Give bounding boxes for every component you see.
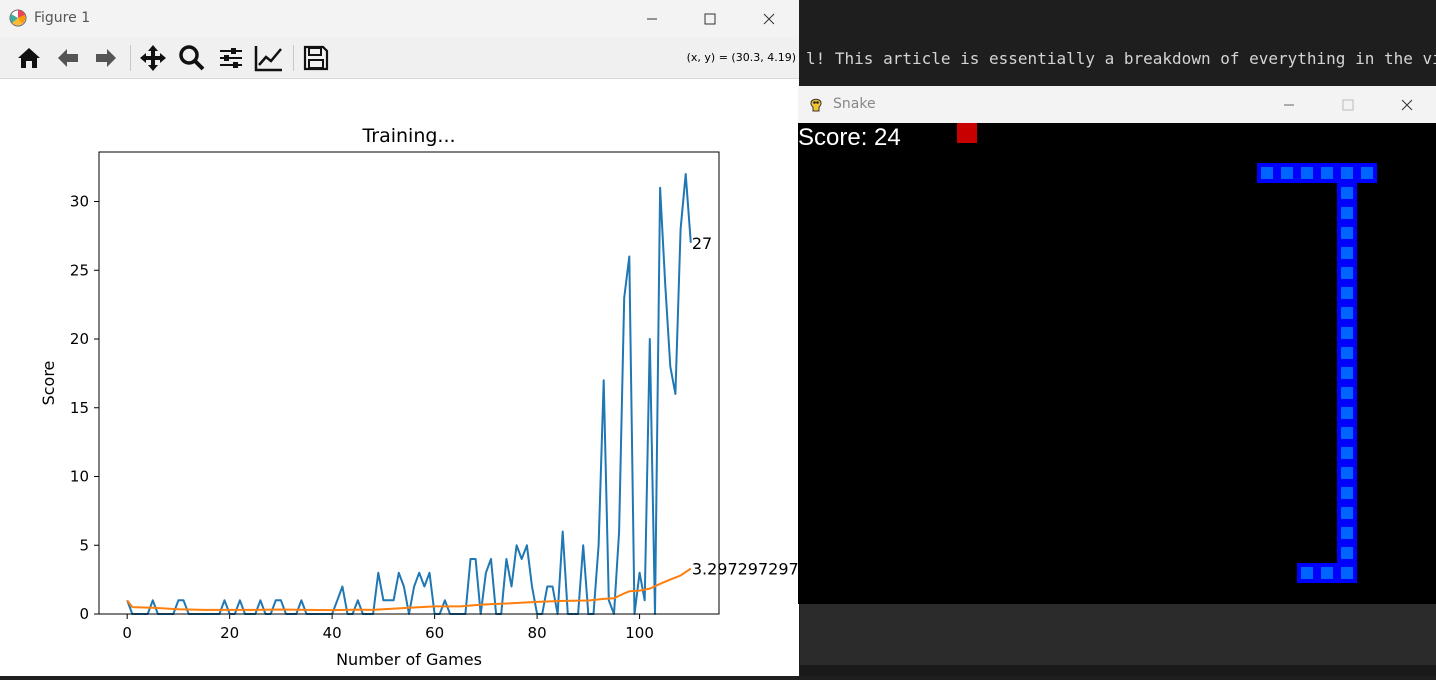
- back-arrow-icon: [58, 49, 78, 67]
- food-block: [957, 123, 977, 143]
- pan-icon: [140, 45, 166, 71]
- snake-close-button[interactable]: [1378, 86, 1436, 123]
- figure-titlebar[interactable]: Figure 1: [0, 0, 799, 37]
- edit-axis-button[interactable]: [254, 43, 284, 73]
- snake-segment: [1337, 343, 1357, 363]
- snake-segment: [1337, 243, 1357, 263]
- snake-segment: [1337, 423, 1357, 443]
- x-tick-label: 80: [528, 624, 547, 642]
- snake-segment: [1317, 563, 1337, 583]
- y-tick-label: 20: [70, 330, 89, 348]
- snake-segment: [1337, 503, 1357, 523]
- snake-segment: [1277, 163, 1297, 183]
- close-icon: [1401, 99, 1413, 110]
- snake-segment: [1337, 283, 1357, 303]
- pan-button[interactable]: [138, 43, 168, 73]
- save-icon: [303, 45, 329, 71]
- snake-segment: [1317, 163, 1337, 183]
- coordinate-readout: (x, y) = (30.3, 4.19): [686, 51, 796, 64]
- x-tick-label: 0: [122, 624, 132, 642]
- data-label: 27: [692, 234, 712, 253]
- snake-segment: [1337, 263, 1357, 283]
- back-button[interactable]: [53, 43, 83, 73]
- x-tick-label: 100: [625, 624, 654, 642]
- snake-segment: [1337, 183, 1357, 203]
- forward-arrow-icon: [96, 49, 116, 67]
- snake-segment: [1337, 463, 1357, 483]
- snake-window-title: Snake: [833, 96, 876, 112]
- snake-segment: [1337, 403, 1357, 423]
- x-tick-label: 40: [323, 624, 342, 642]
- close-button[interactable]: [740, 0, 798, 37]
- home-icon: [18, 48, 40, 68]
- snake-segment: [1297, 163, 1317, 183]
- figure-window: Figure 1: [0, 0, 799, 676]
- score-label: Score: 24: [798, 124, 901, 151]
- maximize-icon: [1342, 99, 1354, 110]
- configure-subplots-icon: [220, 48, 242, 68]
- minimize-icon: [647, 18, 657, 19]
- toolbar-separator: [293, 45, 294, 71]
- snake-segment: [1337, 543, 1357, 563]
- y-tick-label: 10: [70, 468, 89, 486]
- snake-segment: [1337, 163, 1357, 183]
- toolbar-separator: [130, 45, 131, 71]
- y-tick-label: 0: [79, 605, 89, 623]
- snake-segment: [1297, 563, 1317, 583]
- close-icon: [763, 13, 775, 24]
- minimize-icon: [1284, 104, 1294, 105]
- pygame-icon: [810, 98, 822, 112]
- matplotlib-icon: [9, 9, 27, 27]
- snake-segment: [1337, 323, 1357, 343]
- home-button[interactable]: [14, 43, 44, 73]
- taskbar-strip: [800, 665, 1436, 676]
- y-tick-label: 30: [70, 193, 89, 211]
- x-tick-label: 60: [425, 624, 444, 642]
- forward-button[interactable]: [91, 43, 121, 73]
- series-line-2: [126, 567, 692, 612]
- chart-title: Training...: [361, 125, 455, 147]
- game-board: Score: 24: [798, 123, 1436, 604]
- snake-maximize-button[interactable]: [1319, 86, 1377, 123]
- zoom-button[interactable]: [177, 43, 207, 73]
- terminal-text: l! This article is essentially a breakdo…: [806, 49, 1436, 68]
- snake-segment: [1337, 223, 1357, 243]
- zoom-icon: [179, 45, 205, 71]
- data-label: 3.297297297: [692, 560, 799, 579]
- snake-segment: [1337, 303, 1357, 323]
- minimize-button[interactable]: [623, 0, 681, 37]
- snake-segment: [1337, 203, 1357, 223]
- x-tick-label: 20: [220, 624, 239, 642]
- snake-segment: [1337, 443, 1357, 463]
- edit-axis-icon: [254, 46, 282, 72]
- snake-segment: [1337, 363, 1357, 383]
- series-line-1: [126, 173, 692, 615]
- snake-segment: [1337, 383, 1357, 403]
- snake-segment: [1337, 563, 1357, 583]
- maximize-icon: [704, 13, 716, 24]
- maximize-button[interactable]: [681, 0, 739, 37]
- snake-segment: [1337, 483, 1357, 503]
- y-tick-label: 15: [70, 399, 89, 417]
- snake-segment: [1357, 163, 1377, 183]
- figure-canvas[interactable]: Training... Number of Games Score 0 20 40 60 80…: [0, 80, 799, 676]
- plot-frame: [98, 151, 720, 615]
- snake-segment: [1337, 523, 1357, 543]
- snake-minimize-button[interactable]: [1260, 86, 1318, 123]
- y-axis-label: Score: [39, 361, 58, 406]
- x-axis-label: Number of Games: [336, 650, 482, 669]
- save-button[interactable]: [301, 43, 331, 73]
- y-tick-label: 5: [79, 536, 89, 554]
- snake-titlebar[interactable]: Snake: [798, 86, 1436, 123]
- window-title: Figure 1: [34, 10, 91, 26]
- snake-segment: [1257, 163, 1277, 183]
- navigation-toolbar: (x, y) = (30.3, 4.19): [0, 37, 799, 79]
- y-tick-label: 25: [70, 261, 89, 279]
- line-chart: Training... Number of Games Score 0 20 40 60 80…: [39, 125, 799, 669]
- snake-window: Snake Score: 24: [798, 86, 1436, 604]
- configure-subplots-button[interactable]: [216, 43, 246, 73]
- terminal-panel: [800, 603, 1436, 665]
